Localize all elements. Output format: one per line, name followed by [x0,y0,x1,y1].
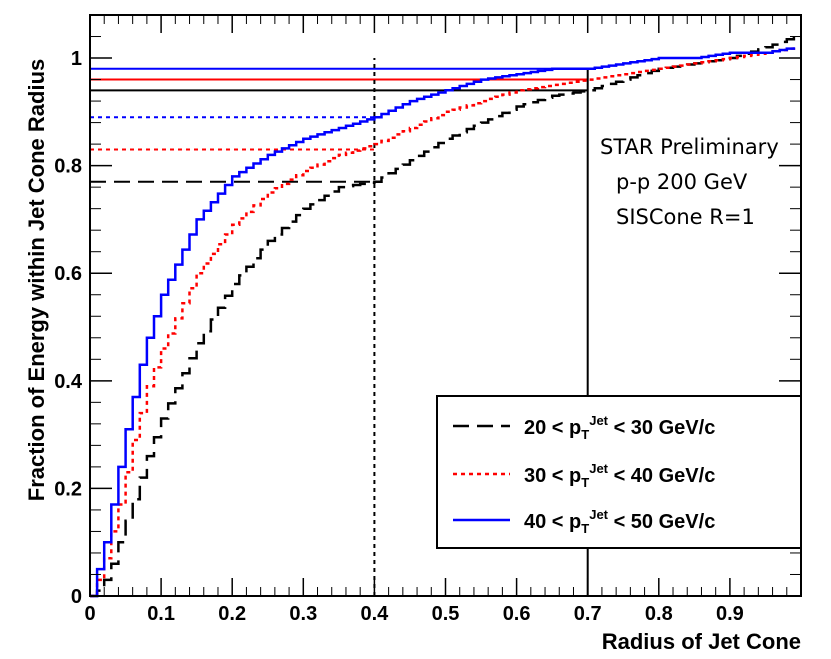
y-tick-label: 0.6 [54,263,82,285]
annotation-collision: p-p 200 GeV [616,170,748,194]
annotation-star-preliminary: STAR Preliminary [600,135,779,159]
legend-label-40-50-sub: T [581,521,589,536]
series-40-50 [90,47,796,598]
series-lines [90,36,796,598]
y-tick-label: 0 [71,586,82,608]
legend-label-20-30-sup: Jet [589,413,608,428]
legend-label-40-50-sup: Jet [589,507,608,522]
legend-label-20-30-prefix: 20 < p [524,417,581,439]
legend-label-30-40-prefix: 30 < p [524,465,581,487]
x-tick-label: 0.3 [289,603,317,625]
legend-label-30-40-sub: T [581,475,589,490]
y-axis-title: Fraction of Energy within Jet Cone Radiu… [24,59,49,502]
legend-label-30-40-suffix: < 40 GeV/c [608,465,715,487]
y-tick-label: 0.4 [54,371,83,393]
series-30-40 [90,47,796,598]
x-tick-label: 0 [84,603,95,625]
x-tick-label: 0.5 [432,603,460,625]
annotation-algorithm: SISCone R=1 [616,205,755,229]
x-tick-label: 0.9 [716,603,744,625]
x-tick-label: 0.6 [503,603,531,625]
x-tick-label: 0.7 [574,603,602,625]
x-tick-label: 0.8 [645,603,673,625]
x-tick-label: 0.2 [218,603,246,625]
legend-label-40-50: 40 < pTJet < 50 GeV/c [524,507,715,536]
legend-label-40-50-prefix: 40 < p [524,511,581,533]
y-tick-label: 1 [71,48,82,70]
legend-label-30-40-sup: Jet [589,461,608,476]
legend-label-40-50-suffix: < 50 GeV/c [608,511,715,533]
axis-ticks: 0 0.1 0.2 0.3 0.4 0.5 0.6 0.7 0.8 0.9 0 0.2 0.4 0.6 0.… [54,15,801,625]
x-axis-title: Radius of Jet Cone [602,629,801,654]
legend-box [436,395,802,549]
legend: 20 < pTJet < 30 GeV/c 30 < pTJet < 40 Ge… [436,395,802,549]
y-tick-label: 0.8 [54,156,82,178]
legend-label-20-30: 20 < pTJet < 30 GeV/c [524,413,715,442]
y-tick-label: 0.2 [54,478,82,500]
x-tick-label: 0.1 [147,603,175,625]
x-tick-label: 0.4 [360,603,389,625]
legend-label-20-30-suffix: < 30 GeV/c [608,417,715,439]
legend-label-30-40: 30 < pTJet < 40 GeV/c [524,461,715,490]
legend-label-20-30-sub: T [581,427,589,442]
